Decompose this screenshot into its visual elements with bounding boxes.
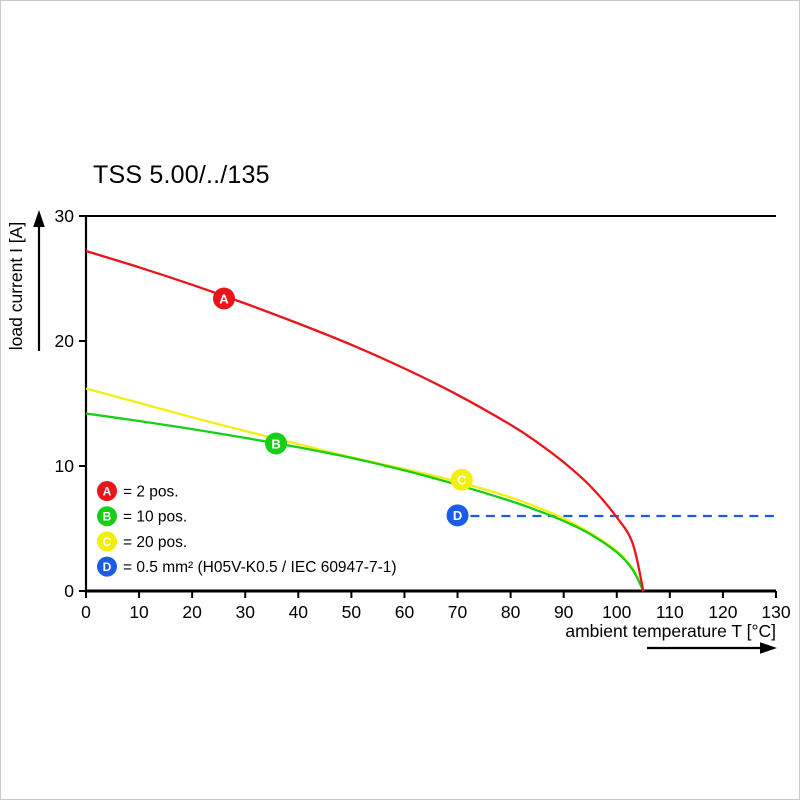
marker-A (213, 287, 235, 310)
x-tick-label: 0 (81, 602, 91, 622)
legend-letter-B: B (103, 510, 112, 524)
curve-A (85, 249, 645, 592)
x-tick-label: 120 (708, 602, 737, 622)
x-axis-title: ambient temperature T [°C] (565, 621, 776, 641)
x-tick-label: 10 (129, 602, 149, 622)
x-axis-arrow (647, 642, 777, 654)
legend-item-D: D = 0.5 mm² (H05V-K0.5 / IEC 60947-7-1) (97, 556, 397, 577)
x-tick-label: 20 (182, 602, 202, 622)
legend-item-B: B = 10 pos. (97, 506, 187, 527)
curve-markers: A B C D (213, 287, 473, 527)
legend-label-B: = 10 pos. (123, 509, 187, 526)
x-tick-label: 130 (761, 602, 790, 622)
marker-letter-C: C (457, 473, 467, 488)
legend-swatch-C (97, 531, 117, 552)
legend-swatch-B (97, 506, 117, 527)
x-tick-label: 100 (602, 602, 631, 622)
legend-letter-C: C (103, 535, 112, 549)
x-tick-label: 90 (554, 602, 574, 622)
legend-letter-A: A (103, 484, 112, 498)
axes: 0 10 20 30 40 50 60 70 80 90 100 110 120 130 0 10 20 30 (55, 206, 791, 622)
y-tick-label: 20 (55, 331, 75, 351)
marker-letter-B: B (271, 436, 280, 451)
marker-letter-A: A (219, 291, 229, 306)
y-tick-label: 10 (55, 456, 75, 476)
x-tick-label: 80 (501, 602, 521, 622)
legend-swatch-D (97, 556, 117, 577)
marker-letter-D: D (453, 508, 462, 523)
legend-item-A: A = 2 pos. (97, 481, 179, 501)
y-axis-arrowhead-icon (33, 210, 45, 227)
y-tick-label: 0 (64, 581, 74, 601)
x-tick-label: 60 (395, 602, 415, 622)
y-axis-arrow (33, 210, 45, 351)
x-tick-label: 50 (342, 602, 362, 622)
x-tick-label: 30 (235, 602, 255, 622)
marker-C (450, 468, 473, 491)
marker-B (265, 432, 288, 455)
x-tick-label: 70 (448, 602, 468, 622)
y-axis-title: load current I [A] (6, 222, 26, 350)
chart-title: TSS 5.00/../135 (93, 161, 270, 189)
y-tick-label: 30 (55, 206, 75, 226)
legend-label-A: = 2 pos. (123, 484, 179, 501)
legend: A = 2 pos. B = 10 pos. C = 20 pos. D = 0.5 mm² … (97, 481, 397, 577)
x-tick-label: 40 (289, 602, 309, 622)
x-tick-label: 110 (656, 602, 684, 622)
legend-label-C: = 20 pos. (123, 534, 187, 551)
curves (85, 249, 776, 592)
marker-D (446, 504, 469, 527)
legend-letter-D: D (103, 560, 112, 574)
x-axis-arrowhead-icon (760, 642, 777, 654)
legend-label-D: = 0.5 mm² (H05V-K0.5 / IEC 60947-7-1) (123, 559, 397, 576)
legend-item-C: C = 20 pos. (97, 531, 187, 552)
legend-swatch-A (97, 481, 117, 501)
